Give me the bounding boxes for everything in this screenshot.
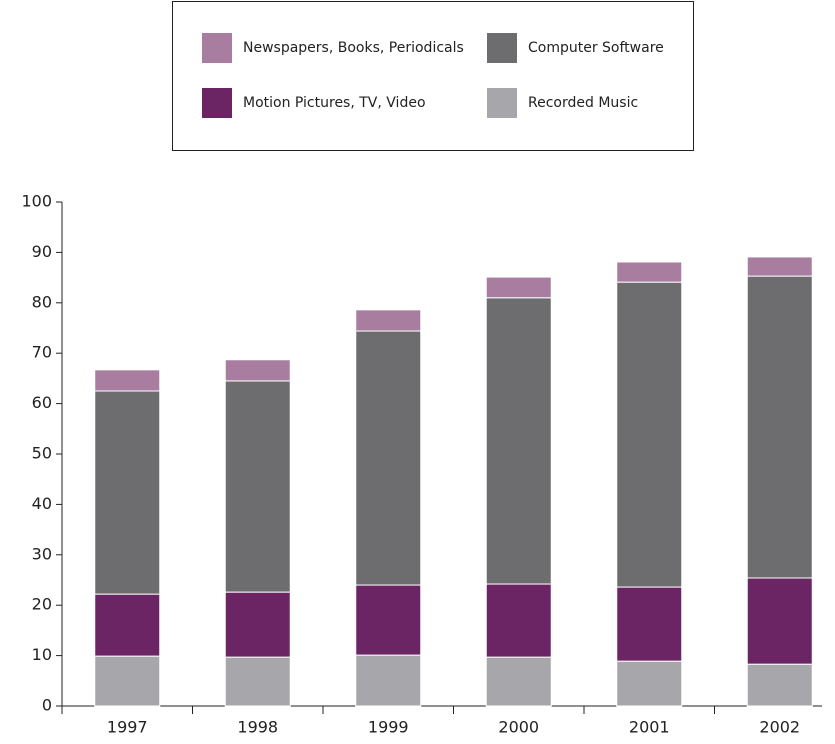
bar-segment xyxy=(224,656,291,707)
bar-segment xyxy=(485,276,552,299)
x-tick-label: 1998 xyxy=(237,718,278,737)
x-tick-label: 2000 xyxy=(498,718,539,737)
bar-segment xyxy=(485,297,552,585)
y-tick-label: 10 xyxy=(32,645,52,664)
y-tick-label: 90 xyxy=(32,242,52,261)
legend-swatch xyxy=(487,88,517,118)
bar-segment xyxy=(94,390,161,595)
bar-segment xyxy=(746,256,813,277)
bar-segment xyxy=(94,655,161,707)
x-tick-label: 2002 xyxy=(759,718,800,737)
y-tick-label: 20 xyxy=(32,595,52,614)
bar-segment xyxy=(485,656,552,707)
bar-segment xyxy=(355,330,422,586)
bar-segment xyxy=(746,577,813,665)
legend-swatch xyxy=(487,33,517,63)
y-tick-label: 70 xyxy=(32,343,52,362)
bar-segment xyxy=(616,281,683,588)
x-tick-label: 2001 xyxy=(629,718,670,737)
bar-segment xyxy=(616,660,683,707)
bar-segment xyxy=(224,591,291,658)
legend-box xyxy=(172,1,694,151)
bar-segment xyxy=(485,583,552,658)
legend-label: Computer Software xyxy=(528,40,664,56)
y-tick-label: 60 xyxy=(32,393,52,412)
legend-label: Newspapers, Books, Periodicals xyxy=(243,40,464,56)
legend-swatch xyxy=(202,88,232,118)
bar-segment xyxy=(224,380,291,593)
x-tick-label: 1997 xyxy=(107,718,148,737)
y-tick-label: 50 xyxy=(32,444,52,463)
bar-segment xyxy=(355,654,422,707)
x-tick-label: 1999 xyxy=(368,718,409,737)
y-tick-label: 80 xyxy=(32,292,52,311)
bar-segment xyxy=(616,261,683,283)
bar-segment xyxy=(746,275,813,579)
bar-segment xyxy=(616,586,683,662)
bar-segment xyxy=(746,663,813,707)
bar-segment xyxy=(94,593,161,657)
bar-segment xyxy=(355,584,422,656)
y-tick-label: 0 xyxy=(42,696,52,715)
bar-segment xyxy=(355,309,422,332)
bar-segment xyxy=(94,369,161,392)
y-tick-label: 30 xyxy=(32,544,52,563)
legend-label: Motion Pictures, TV, Video xyxy=(243,95,426,111)
y-tick-label: 40 xyxy=(32,494,52,513)
y-tick-label: 100 xyxy=(21,192,52,211)
legend-label: Recorded Music xyxy=(528,95,638,111)
legend-swatch xyxy=(202,33,232,63)
bar-segment xyxy=(224,359,291,382)
